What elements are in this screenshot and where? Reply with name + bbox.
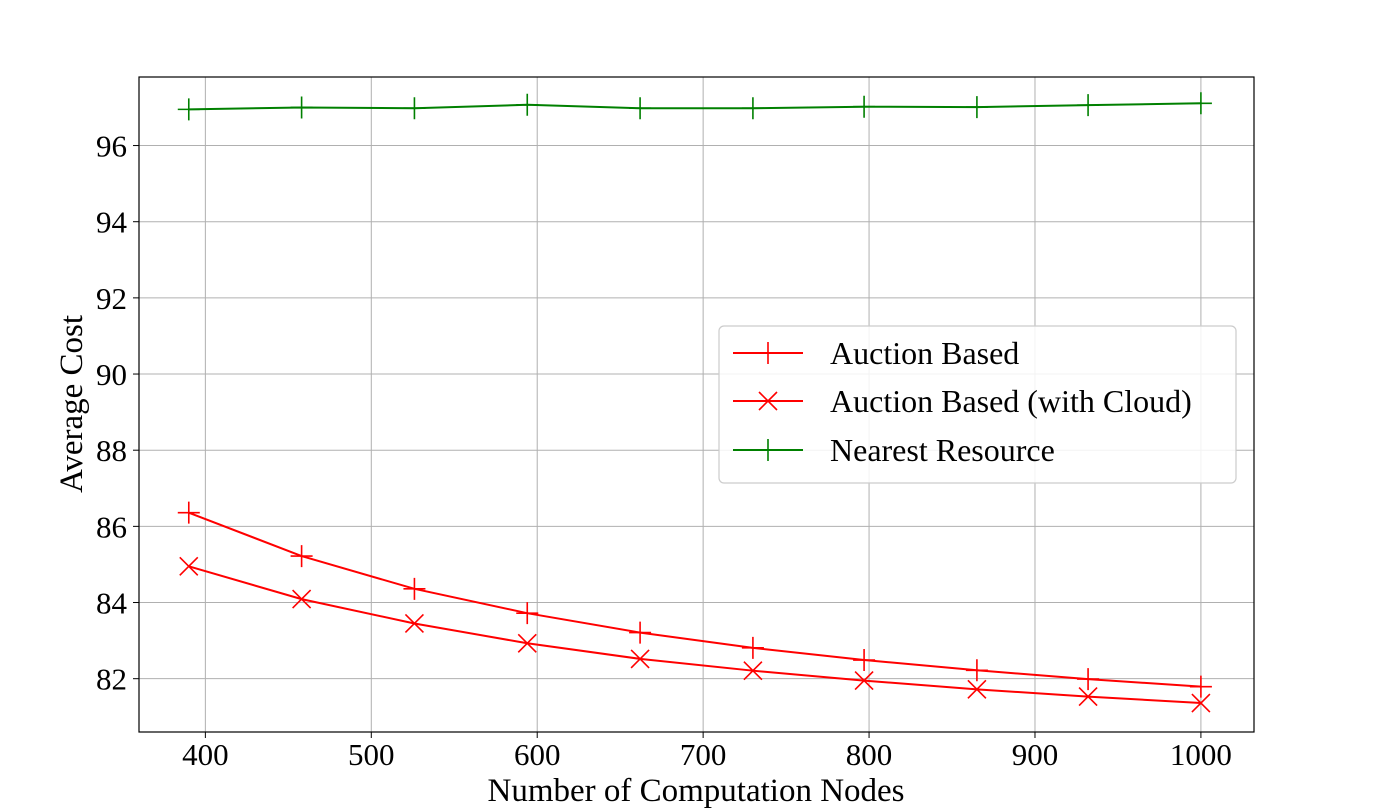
series-2	[177, 92, 1212, 121]
data-point	[290, 545, 313, 568]
data-point	[516, 93, 539, 116]
data-point	[743, 661, 763, 681]
legend-label: Auction Based (with Cloud)	[830, 383, 1192, 419]
y-tick-label: 88	[96, 433, 127, 468]
legend-label: Nearest Resource	[830, 432, 1055, 468]
y-tick-label: 96	[96, 129, 127, 164]
data-point	[853, 649, 876, 672]
legend-marker	[757, 342, 779, 364]
legend-marker	[758, 391, 778, 411]
data-point	[629, 97, 652, 120]
series-line	[188, 511, 1201, 688]
series-0	[177, 501, 1212, 698]
data-point	[177, 501, 200, 524]
data-point	[292, 589, 312, 609]
series-line	[188, 102, 1201, 111]
axis-ticks: 400 500 600 700 800 900 1000 82 84 86 88 90 92 94 96	[96, 129, 1232, 772]
data-point	[1077, 668, 1100, 691]
data-point	[1078, 687, 1098, 707]
data-point	[1189, 675, 1212, 698]
data-point	[741, 636, 764, 659]
data-point	[629, 621, 652, 644]
x-tick-label: 800	[846, 737, 893, 772]
plot-frame	[138, 76, 1255, 733]
legend-entry: Auction Based	[733, 335, 1019, 371]
data-point	[404, 613, 424, 634]
data-point	[179, 556, 199, 576]
x-tick-label: 500	[348, 737, 395, 772]
y-tick-label: 94	[96, 205, 128, 240]
data-point	[965, 659, 988, 682]
x-tick-label: 600	[514, 737, 561, 772]
data-point	[965, 96, 988, 119]
legend-marker	[757, 439, 779, 461]
y-tick-label: 90	[96, 357, 127, 392]
x-tick-label: 400	[182, 737, 229, 772]
data-point	[290, 96, 313, 119]
legend-label: Auction Based	[830, 335, 1019, 371]
data-point	[517, 633, 537, 653]
data-point	[516, 602, 539, 625]
y-axis-title: Average Cost	[54, 315, 90, 493]
data-point	[854, 671, 874, 691]
data-point	[403, 577, 426, 600]
data-point	[630, 649, 650, 669]
y-tick-label: 92	[96, 281, 127, 316]
data-point	[1189, 92, 1212, 115]
x-tick-label: 1000	[1170, 737, 1232, 772]
legend-entry: Auction Based (with Cloud)	[733, 383, 1192, 419]
series-1	[179, 556, 1211, 713]
data-point	[741, 97, 764, 120]
x-axis-title: Number of Computation Nodes	[487, 773, 904, 809]
y-tick-label: 86	[96, 509, 127, 544]
data-point	[853, 95, 876, 118]
data-point	[1077, 94, 1100, 117]
x-tick-label: 900	[1012, 737, 1059, 772]
y-tick-label: 84	[96, 586, 128, 621]
data-point	[967, 679, 987, 699]
legend-entry: Nearest Resource	[733, 432, 1055, 468]
series-line	[188, 565, 1201, 705]
y-tick-label: 82	[96, 662, 127, 697]
series-layer	[177, 92, 1212, 713]
legend: Auction Based Auction Based (with Cloud) N…	[718, 325, 1237, 484]
legend-box	[718, 325, 1237, 484]
x-tick-label: 700	[680, 737, 727, 772]
data-point	[1191, 693, 1211, 713]
data-point	[177, 98, 200, 121]
data-point	[403, 97, 426, 120]
